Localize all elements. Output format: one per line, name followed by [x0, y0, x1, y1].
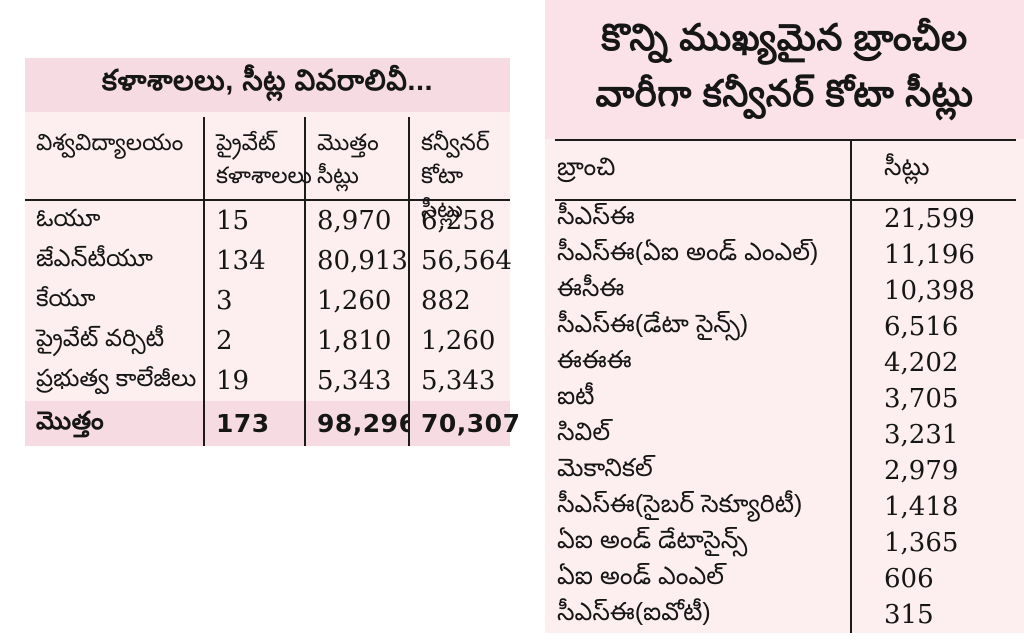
colleges-seats-table: విశ్వవిద్యాలయం ప్రైవేట్ కళాశాలలు మొత్తం … — [25, 112, 520, 446]
total-seats-cell: 5,343 — [304, 361, 408, 401]
seats-cell: 21,599 — [850, 201, 1016, 237]
university-cell: కేయూ — [36, 284, 96, 312]
right-title-line1: కొన్ని ముఖ్యమైన బ్రాంచీల — [601, 17, 968, 58]
branch-cell: ఐటీ — [557, 381, 595, 410]
convener-quota-cell: 6,258 — [408, 201, 510, 241]
seats-cell: 2,979 — [850, 453, 1016, 489]
total-private-colleges: 173 — [203, 401, 304, 446]
branch-cell: ఈఈఈ — [557, 345, 632, 374]
branch-cell: మెకానికల్ — [557, 453, 653, 482]
right-panel-title: కొన్ని ముఖ్యమైన బ్రాంచీల వారీగా కన్వీనర్… — [545, 0, 1024, 129]
convener-quota-cell: 56,564 — [408, 241, 512, 281]
right-title-line2: వారీగా కన్వీనర్ కోటా సీట్లు — [595, 72, 974, 114]
column-header-seats: సీట్లు — [850, 141, 1016, 201]
branch-cell: సివిల్ — [557, 417, 611, 446]
university-cell: ఓయూ — [36, 204, 101, 232]
branch-cell: సీఎస్‌ఈ(డేటా సైన్స్) — [557, 309, 749, 338]
private-colleges-cell: 134 — [203, 241, 304, 281]
seats-cell: 4,202 — [850, 345, 1016, 381]
convener-quota-cell: 1,260 — [408, 321, 510, 361]
private-colleges-cell: 19 — [203, 361, 304, 401]
convener-quota-cell: 5,343 — [408, 361, 510, 401]
branches-panel: కొన్ని ముఖ్యమైన బ్రాంచీల వారీగా కన్వీనర్… — [545, 0, 1024, 633]
branch-cell: ఏఐ అండ్ డేటాసైన్స్ — [557, 525, 748, 554]
private-colleges-cell: 15 — [203, 201, 304, 241]
branch-cell: సీఎస్‌ఈ — [557, 201, 635, 230]
total-total-seats: 98,296 — [304, 401, 416, 446]
branch-cell: ఏఐ అండ్ ఎంఎల్ — [557, 561, 724, 590]
colleges-seats-card: కళాశాలలు, సీట్ల వివరాలివీ... విశ్వవిద్యా… — [25, 58, 520, 446]
seats-cell: 315 — [850, 597, 1016, 633]
private-colleges-cell: 3 — [203, 281, 304, 321]
total-seats-cell: 80,913 — [304, 241, 408, 281]
seats-cell: 6,516 — [850, 309, 1016, 345]
total-row-label: మొత్తం — [25, 401, 203, 446]
branches-seats-table: బ్రాంచి సీట్లు సీఎస్‌ఈ 21,599 సీఎస్‌ఈ(ఏఐ… — [545, 139, 1024, 633]
seats-cell: 606 — [850, 561, 1016, 597]
university-cell: ప్రభుత్వ కాలేజీలు — [36, 364, 197, 392]
seats-cell: 11,196 — [850, 237, 1016, 273]
column-header-branch: బ్రాంచి — [555, 141, 850, 201]
branch-cell: సీఎస్‌ఈ(సైబర్ సెక్యూరిటీ) — [557, 489, 803, 518]
seats-cell: 10,398 — [850, 273, 1016, 309]
university-cell: జేఎన్‌టీయూ — [36, 244, 153, 272]
branch-cell: సీఎస్‌ఈ(ఏఐ అండ్ ఎంఎల్) — [557, 237, 819, 266]
seats-cell: 3,705 — [850, 381, 1016, 417]
branch-cell: సీఎస్‌ఈ(ఐవోటీ) — [557, 597, 711, 626]
column-header-convener-quota-seats: కన్వీనర్ కోటా సీట్లు — [408, 117, 510, 222]
branch-cell: ఈసీఈ — [557, 273, 625, 302]
seats-cell: 1,418 — [850, 489, 1016, 525]
column-header-private-colleges: ప్రైవేట్ కళాశాలలు — [203, 117, 312, 201]
total-seats-cell: 1,260 — [304, 281, 408, 321]
total-seats-cell: 8,970 — [304, 201, 408, 241]
column-header-total-seats: మొత్తం సీట్లు — [304, 117, 408, 201]
total-convener-quota: 70,307 — [408, 401, 520, 446]
column-header-university: విశ్వవిద్యాలయం — [25, 117, 203, 201]
total-seats-cell: 1,810 — [304, 321, 408, 361]
seats-cell: 3,231 — [850, 417, 1016, 453]
convener-quota-cell: 882 — [408, 281, 510, 321]
left-table-title: కళాశాలలు, సీట్ల వివరాలివీ... — [25, 58, 510, 112]
seats-cell: 1,365 — [850, 525, 1016, 561]
private-colleges-cell: 2 — [203, 321, 304, 361]
university-cell: ప్రైవేట్ వర్సిటీ — [36, 324, 165, 352]
